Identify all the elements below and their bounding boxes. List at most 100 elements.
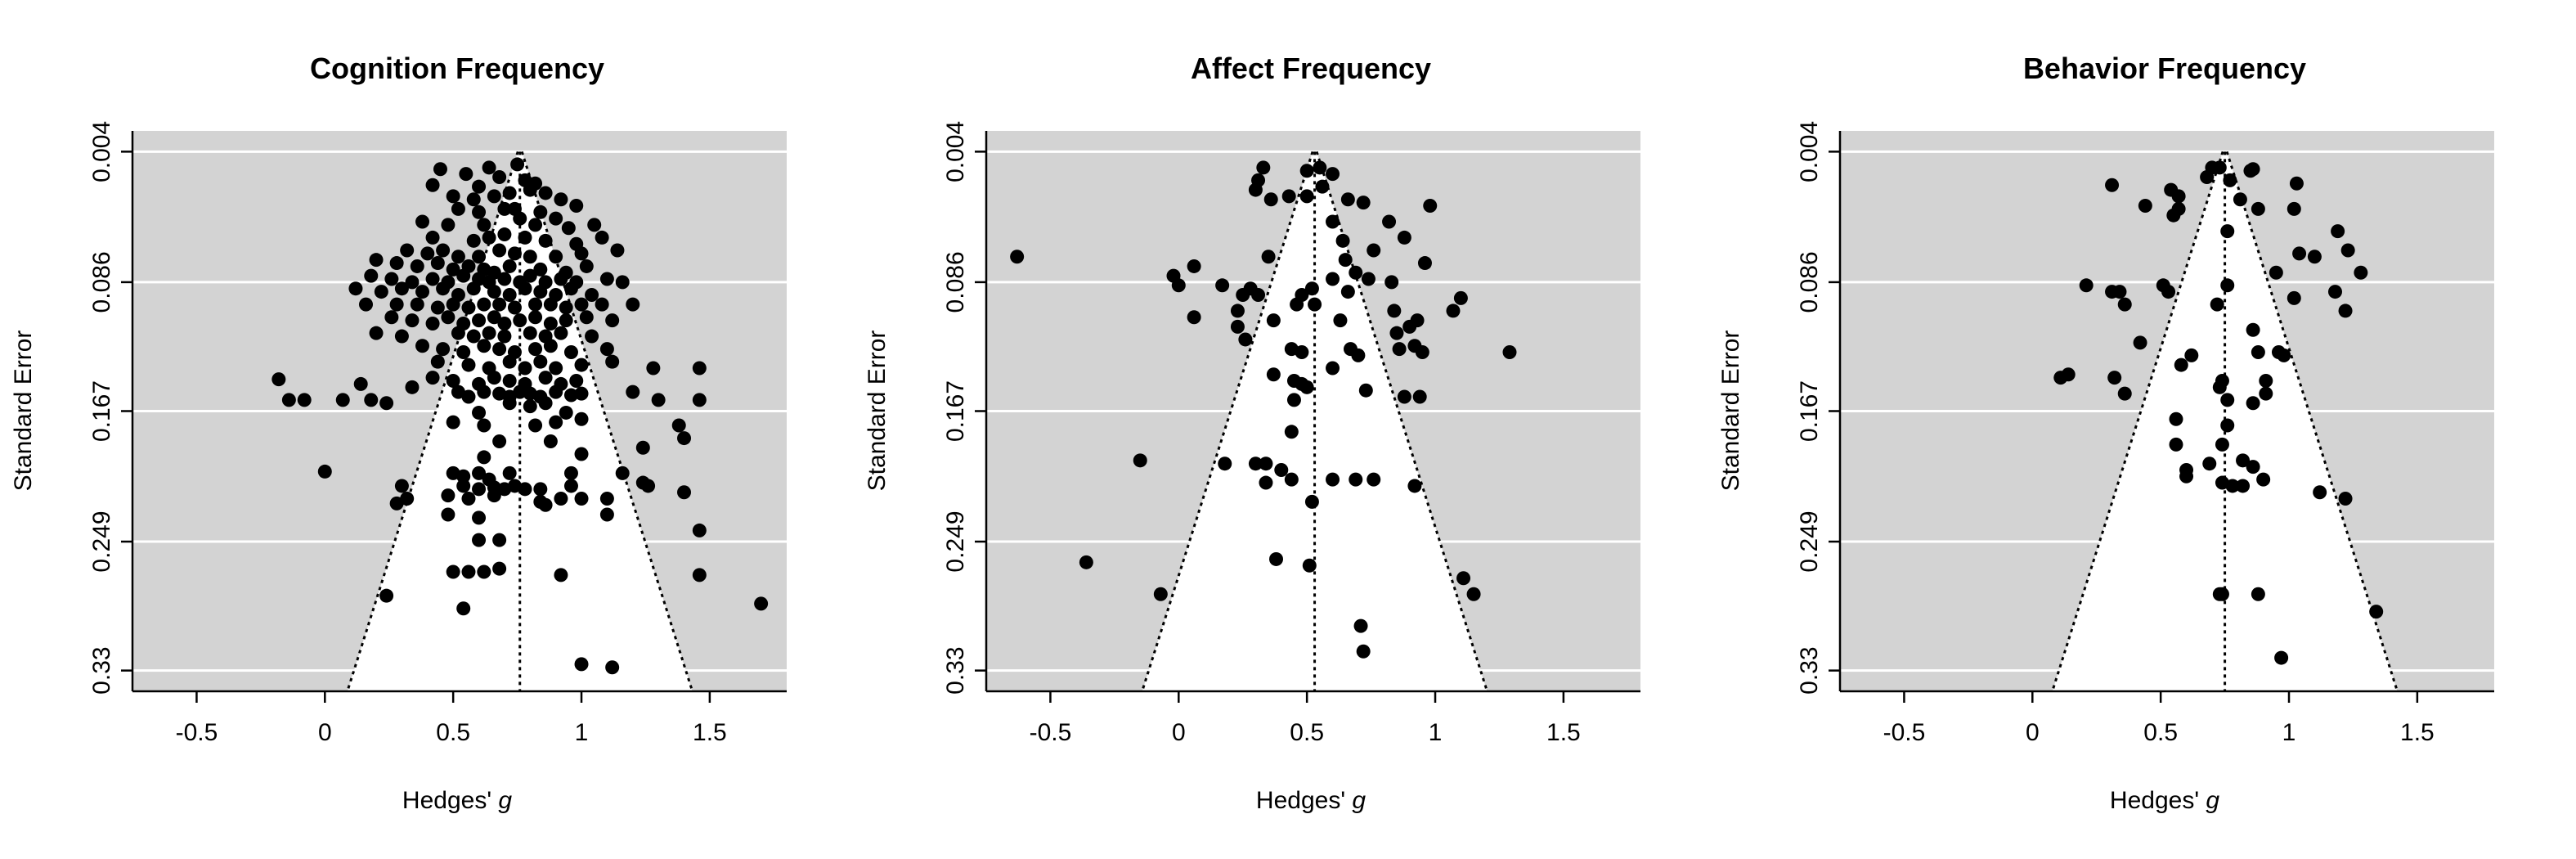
data-point bbox=[425, 230, 440, 245]
data-point bbox=[477, 450, 491, 465]
data-point bbox=[528, 218, 543, 232]
data-point bbox=[692, 393, 707, 407]
data-point bbox=[2053, 371, 2068, 385]
data-point bbox=[502, 287, 517, 302]
y-tick-label: 0.086 bbox=[942, 251, 969, 313]
data-point bbox=[677, 431, 692, 446]
data-point bbox=[1236, 287, 1250, 302]
data-point bbox=[492, 243, 507, 258]
data-point bbox=[487, 310, 501, 325]
data-point bbox=[605, 313, 620, 328]
funnel-right-edge bbox=[1315, 151, 1488, 691]
x-axis-label: Hedges' g bbox=[402, 787, 512, 814]
data-point bbox=[510, 157, 525, 172]
data-point bbox=[1266, 367, 1281, 382]
data-point bbox=[2210, 297, 2224, 312]
x-tick-label: 1.5 bbox=[693, 719, 727, 746]
data-point bbox=[1153, 587, 1168, 601]
data-point bbox=[477, 564, 491, 579]
data-point bbox=[2256, 472, 2271, 487]
funnel-right-edge bbox=[520, 151, 694, 691]
data-point bbox=[1446, 304, 1461, 318]
data-point bbox=[1315, 179, 1330, 194]
data-point bbox=[374, 285, 388, 299]
data-point bbox=[1356, 196, 1371, 210]
x-tick-label: -0.5 bbox=[1030, 719, 1072, 746]
data-point bbox=[2236, 479, 2251, 493]
data-point bbox=[1269, 551, 1284, 566]
data-point bbox=[492, 342, 507, 357]
data-point bbox=[461, 300, 476, 315]
data-point bbox=[425, 272, 440, 286]
data-point bbox=[2289, 176, 2304, 191]
data-point bbox=[2251, 345, 2265, 360]
data-point bbox=[502, 354, 517, 369]
x-tick-label: 0.5 bbox=[1290, 719, 1324, 746]
data-point bbox=[451, 201, 465, 216]
data-point bbox=[466, 233, 481, 248]
data-point bbox=[2174, 358, 2188, 372]
data-point bbox=[492, 297, 507, 312]
data-point bbox=[502, 396, 517, 411]
data-point bbox=[425, 178, 440, 192]
data-point bbox=[513, 385, 527, 399]
data-point bbox=[1353, 618, 1368, 633]
data-point bbox=[272, 372, 286, 387]
data-point bbox=[561, 221, 576, 236]
data-point bbox=[1133, 453, 1147, 468]
data-point bbox=[1502, 345, 1517, 360]
data-point bbox=[549, 211, 563, 226]
data-point bbox=[502, 186, 517, 200]
data-point bbox=[559, 405, 573, 420]
y-tick-label: 0.249 bbox=[942, 510, 969, 572]
data-point bbox=[410, 259, 424, 273]
x-tick-label: 1.5 bbox=[1546, 719, 1581, 746]
data-point bbox=[446, 297, 460, 312]
data-point bbox=[379, 396, 394, 411]
data-point bbox=[1215, 278, 1230, 293]
data-point bbox=[2369, 605, 2384, 619]
data-point bbox=[528, 418, 543, 433]
data-point bbox=[569, 199, 584, 214]
data-point bbox=[405, 380, 420, 394]
data-point bbox=[563, 479, 578, 493]
data-point bbox=[446, 262, 460, 277]
data-point bbox=[2354, 265, 2368, 280]
x-axis-label-italic: g bbox=[2206, 787, 2219, 814]
data-point bbox=[2259, 386, 2273, 401]
data-point bbox=[369, 326, 384, 340]
data-point bbox=[579, 310, 594, 325]
data-point bbox=[502, 259, 517, 273]
data-point bbox=[1335, 233, 1350, 248]
data-point bbox=[2220, 224, 2235, 239]
x-axis-label-prefix: Hedges' bbox=[1256, 787, 1352, 814]
data-point bbox=[1384, 275, 1399, 290]
data-point bbox=[2169, 412, 2183, 426]
data-point bbox=[405, 275, 420, 290]
data-point bbox=[533, 482, 548, 497]
data-point bbox=[554, 568, 568, 582]
data-point bbox=[543, 316, 558, 331]
data-point bbox=[559, 300, 573, 315]
data-point bbox=[2220, 278, 2235, 293]
data-point bbox=[615, 465, 630, 480]
data-point bbox=[2112, 285, 2127, 299]
data-point bbox=[389, 496, 404, 510]
data-point bbox=[1466, 587, 1481, 601]
data-point bbox=[459, 167, 473, 182]
data-point bbox=[523, 326, 537, 340]
data-point bbox=[446, 374, 460, 389]
data-point bbox=[335, 393, 350, 407]
data-point bbox=[1340, 285, 1355, 299]
data-point bbox=[2166, 208, 2181, 223]
data-point bbox=[1304, 281, 1319, 296]
data-point bbox=[433, 162, 447, 177]
x-tick-label: 0.5 bbox=[2143, 719, 2178, 746]
data-point bbox=[1326, 472, 1340, 487]
x-axis-label-italic: g bbox=[1352, 787, 1366, 814]
data-point bbox=[538, 371, 553, 385]
data-point bbox=[574, 358, 589, 372]
data-point bbox=[538, 396, 553, 411]
data-point bbox=[595, 230, 609, 245]
y-tick-label: 0.004 bbox=[1796, 121, 1823, 182]
